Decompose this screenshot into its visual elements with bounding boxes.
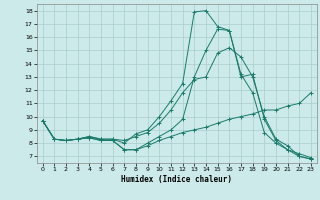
X-axis label: Humidex (Indice chaleur): Humidex (Indice chaleur) [121,175,232,184]
